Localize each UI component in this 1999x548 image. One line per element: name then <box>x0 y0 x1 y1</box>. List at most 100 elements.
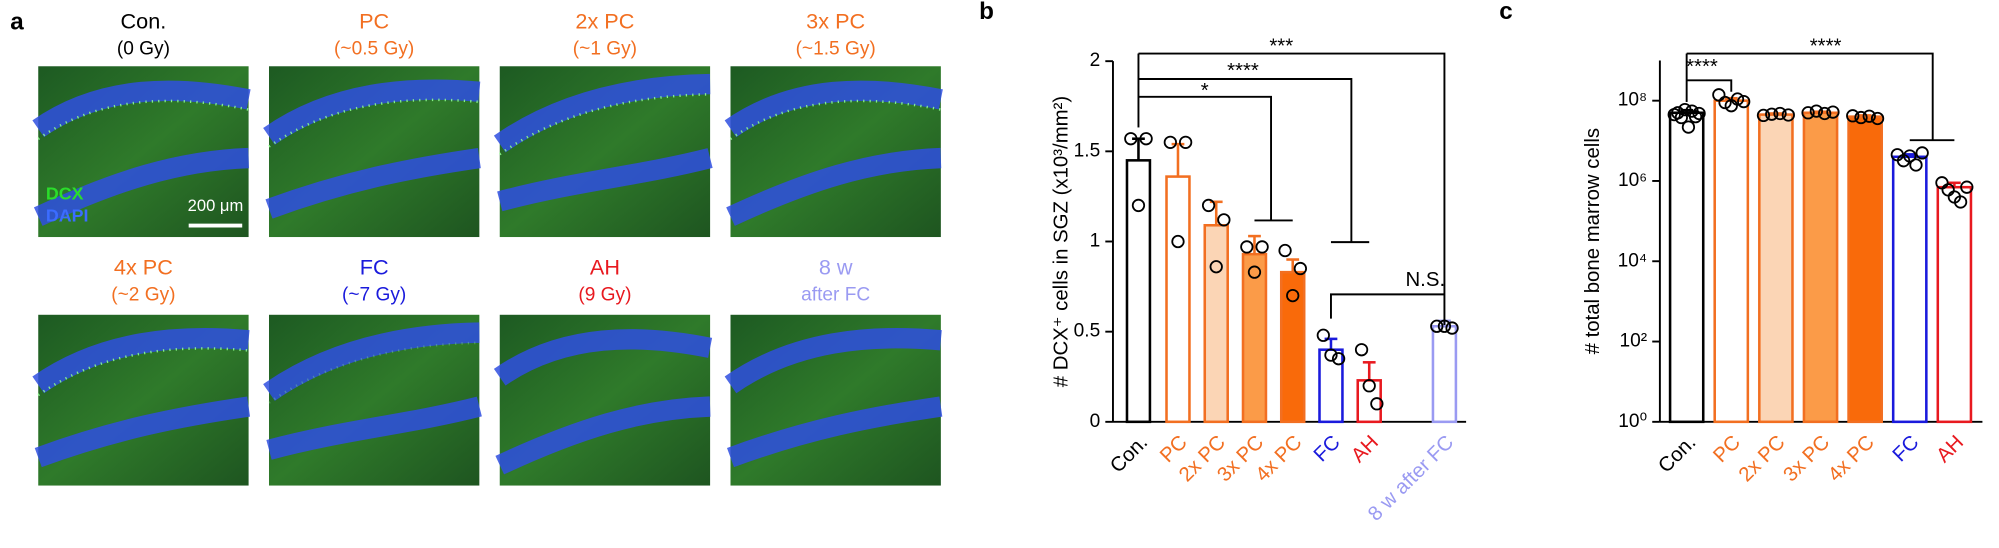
y-tick-label: 0.5 <box>1074 321 1101 342</box>
data-point <box>1712 88 1726 102</box>
panel-label: c <box>1499 0 1512 25</box>
micrograph <box>493 314 713 486</box>
significance-label: **** <box>1227 60 1259 82</box>
bar <box>1936 185 1973 424</box>
image-dose: (~7 Gy) <box>342 285 406 306</box>
bar <box>1203 223 1229 424</box>
image-dose: (~2 Gy) <box>111 285 175 306</box>
y-tick-label: 10² <box>1620 331 1648 352</box>
stain-label: DCX <box>46 184 84 204</box>
data-point <box>1324 348 1338 362</box>
data-point <box>1286 288 1300 303</box>
data-point <box>1730 92 1745 106</box>
micrograph <box>32 314 251 486</box>
data-point <box>1854 110 1868 125</box>
image-dose: (~1 Gy) <box>573 39 637 60</box>
bar <box>1758 113 1794 424</box>
data-point <box>1163 135 1177 149</box>
data-point <box>1809 104 1824 118</box>
bar <box>1431 324 1458 424</box>
x-tick-label: FC <box>1310 431 1345 466</box>
x-tick-label: Con. <box>1106 431 1152 477</box>
significance-label: N.S. <box>1405 269 1445 291</box>
data-point <box>1688 110 1703 124</box>
x-tick-label: 3x PC <box>1779 431 1834 486</box>
bar <box>1802 111 1839 424</box>
y-tick-label: 10⁶ <box>1618 170 1647 191</box>
data-point <box>1362 379 1376 393</box>
data-point <box>1826 105 1840 119</box>
bar <box>1891 155 1928 424</box>
significance-bracket <box>1686 79 1733 92</box>
significance-label: **** <box>1810 36 1842 58</box>
significance-bracket <box>1138 78 1353 243</box>
y-tick-label: 1 <box>1090 231 1101 252</box>
dapi-band <box>493 329 713 386</box>
dapi-band <box>726 396 943 468</box>
significance-bracket <box>1686 52 1934 141</box>
data-point <box>1316 328 1330 342</box>
x-tick-label: PC <box>1709 431 1745 467</box>
y-tick-label: 10⁴ <box>1618 250 1647 271</box>
significance-bracket <box>1138 52 1446 325</box>
data-point <box>1818 106 1832 121</box>
data-point <box>1209 260 1223 274</box>
data-point <box>1915 146 1929 160</box>
x-tick-label: FC <box>1889 431 1924 466</box>
significance-bracket <box>1138 95 1273 221</box>
scale-bar-label: 200 μm <box>188 196 244 215</box>
bar <box>1279 270 1306 424</box>
dapi-band <box>265 147 481 219</box>
y-tick-label: 10⁸ <box>1618 90 1647 111</box>
data-point <box>1801 106 1815 120</box>
data-point <box>1692 106 1706 121</box>
y-tick-label: 1.5 <box>1074 140 1101 161</box>
data-point <box>1718 95 1732 110</box>
x-tick-label: 2x PC <box>1735 431 1790 486</box>
dapi-band <box>497 148 713 212</box>
dapi-band <box>266 396 482 460</box>
significance-bracket <box>1330 293 1445 319</box>
significance-label: * <box>1201 80 1209 102</box>
data-point <box>1217 213 1231 227</box>
image-dose: (0 Gy) <box>117 39 170 60</box>
dapi-band <box>724 80 943 138</box>
image-title: PC <box>359 9 389 34</box>
image-title: 4x PC <box>114 255 173 280</box>
data-point <box>1445 321 1459 335</box>
data-point <box>1370 397 1384 411</box>
y-axis-label: # DCX⁺ cells in SGZ (x10³/mm²) <box>1050 96 1072 387</box>
data-point <box>1678 102 1692 117</box>
data-point <box>1430 319 1444 333</box>
y-tick-label: 10⁰ <box>1618 411 1647 432</box>
data-point <box>1737 94 1751 109</box>
data-point <box>1674 110 1688 125</box>
image-title: 2x PC <box>575 9 634 34</box>
data-point <box>1179 135 1193 149</box>
y-tick-label: 2 <box>1090 50 1101 71</box>
dapi-band <box>33 147 249 226</box>
dapi-band <box>263 322 480 401</box>
data-point <box>1293 261 1307 276</box>
data-point <box>1953 195 1968 209</box>
micrograph <box>724 314 943 486</box>
data-point <box>1124 132 1138 146</box>
data-point <box>1960 180 1974 194</box>
dapi-band <box>724 327 942 394</box>
y-axis-label: # total bone marrow cells <box>1582 128 1604 354</box>
dapi-band <box>263 79 481 145</box>
data-point <box>1773 106 1787 121</box>
data-point <box>1765 107 1779 121</box>
x-tick-label: Con. <box>1654 431 1700 477</box>
data-point <box>1278 243 1292 258</box>
x-tick-label: AH <box>1933 431 1969 467</box>
data-point <box>1756 108 1771 123</box>
dapi-band <box>495 396 711 475</box>
image-title: AH <box>590 255 620 280</box>
image-title: 3x PC <box>806 9 865 34</box>
micrograph <box>493 66 713 238</box>
dcx-cells <box>37 99 249 140</box>
data-point <box>1354 343 1369 357</box>
data-point <box>1171 234 1185 249</box>
